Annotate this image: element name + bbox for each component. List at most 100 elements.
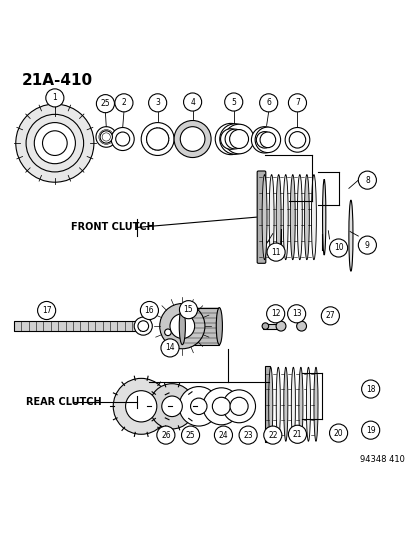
Circle shape — [141, 123, 174, 156]
Circle shape — [16, 104, 94, 182]
Text: 18: 18 — [365, 384, 375, 393]
Ellipse shape — [290, 175, 294, 260]
Circle shape — [180, 127, 204, 151]
Circle shape — [288, 94, 306, 112]
Circle shape — [170, 314, 194, 338]
Text: 7: 7 — [294, 98, 299, 107]
Text: 15: 15 — [183, 305, 193, 314]
Circle shape — [111, 127, 134, 150]
Circle shape — [358, 171, 375, 189]
Text: 13: 13 — [291, 309, 301, 318]
Circle shape — [259, 94, 277, 112]
Circle shape — [161, 339, 178, 357]
Text: 23: 23 — [243, 431, 252, 440]
Text: 4: 4 — [190, 98, 195, 107]
Circle shape — [146, 128, 169, 150]
Circle shape — [329, 424, 347, 442]
Text: 9: 9 — [364, 240, 369, 249]
Text: 12: 12 — [270, 309, 280, 318]
Circle shape — [361, 380, 379, 398]
Circle shape — [102, 133, 110, 141]
Circle shape — [256, 132, 272, 148]
Bar — [63, 219, 139, 236]
Circle shape — [202, 388, 239, 425]
Ellipse shape — [179, 308, 185, 345]
Ellipse shape — [348, 200, 352, 271]
Circle shape — [212, 397, 230, 415]
Text: 5: 5 — [231, 98, 235, 107]
Ellipse shape — [283, 367, 287, 441]
Circle shape — [222, 390, 255, 423]
Ellipse shape — [216, 308, 222, 345]
Circle shape — [149, 384, 194, 429]
Circle shape — [113, 378, 169, 434]
Ellipse shape — [268, 175, 273, 260]
Bar — [182, 308, 219, 345]
Circle shape — [224, 124, 253, 154]
Circle shape — [289, 132, 305, 148]
Text: 1: 1 — [52, 93, 57, 102]
Ellipse shape — [275, 367, 280, 441]
Circle shape — [100, 131, 112, 143]
Circle shape — [179, 301, 197, 319]
Circle shape — [214, 426, 232, 444]
Text: 20: 20 — [333, 429, 342, 438]
Circle shape — [220, 129, 240, 149]
Circle shape — [164, 329, 171, 336]
Circle shape — [266, 305, 284, 323]
Bar — [14, 321, 145, 332]
Ellipse shape — [261, 175, 266, 260]
FancyBboxPatch shape — [256, 171, 265, 263]
Circle shape — [148, 94, 166, 112]
Text: REAR CLUTCH: REAR CLUTCH — [26, 397, 102, 407]
Circle shape — [190, 398, 206, 415]
Ellipse shape — [268, 367, 272, 441]
Circle shape — [320, 307, 339, 325]
Circle shape — [115, 94, 133, 112]
Circle shape — [96, 127, 116, 147]
Text: 19: 19 — [365, 426, 375, 435]
Circle shape — [263, 426, 281, 444]
Ellipse shape — [313, 367, 317, 441]
Ellipse shape — [282, 175, 287, 260]
Text: 11: 11 — [271, 248, 280, 256]
Circle shape — [230, 397, 247, 415]
Text: 16: 16 — [144, 306, 154, 315]
Ellipse shape — [275, 175, 280, 260]
Circle shape — [251, 127, 277, 153]
Circle shape — [229, 130, 248, 149]
Circle shape — [157, 426, 175, 444]
Circle shape — [181, 426, 199, 444]
Text: FRONT CLUTCH: FRONT CLUTCH — [71, 222, 155, 232]
Text: 21A-410: 21A-410 — [22, 73, 93, 88]
Ellipse shape — [311, 175, 316, 260]
Circle shape — [140, 302, 158, 320]
Circle shape — [358, 236, 375, 254]
Bar — [264, 366, 269, 442]
Circle shape — [96, 95, 114, 112]
Ellipse shape — [291, 367, 295, 441]
Text: 22: 22 — [267, 431, 277, 440]
Circle shape — [174, 120, 211, 158]
Circle shape — [34, 123, 75, 164]
Circle shape — [161, 326, 174, 338]
Ellipse shape — [298, 367, 302, 441]
Circle shape — [38, 302, 55, 320]
Text: 26: 26 — [161, 431, 170, 440]
Circle shape — [183, 93, 201, 111]
Text: 6: 6 — [266, 98, 271, 107]
Circle shape — [259, 132, 275, 148]
Text: 24: 24 — [218, 431, 228, 440]
Text: 2: 2 — [121, 98, 126, 107]
Text: 25: 25 — [185, 431, 195, 440]
Circle shape — [178, 386, 218, 426]
Circle shape — [361, 421, 379, 439]
Circle shape — [285, 127, 309, 152]
Circle shape — [99, 130, 114, 144]
Circle shape — [261, 323, 268, 329]
Circle shape — [296, 321, 306, 331]
Circle shape — [115, 132, 129, 146]
Text: 21: 21 — [292, 430, 301, 439]
Ellipse shape — [297, 175, 301, 260]
Text: 25: 25 — [100, 99, 110, 108]
